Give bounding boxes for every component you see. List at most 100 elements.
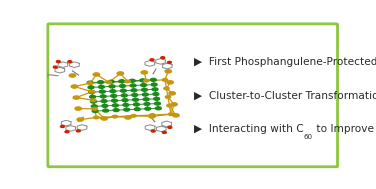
Text: ▶  Cluster-to-Cluster Transformation: ▶ Cluster-to-Cluster Transformation: [194, 91, 376, 100]
Circle shape: [129, 79, 135, 82]
Circle shape: [99, 90, 105, 93]
Circle shape: [150, 114, 155, 116]
Circle shape: [94, 116, 99, 119]
Circle shape: [113, 109, 119, 112]
Circle shape: [100, 95, 106, 98]
Circle shape: [167, 104, 172, 107]
Circle shape: [167, 61, 171, 63]
Circle shape: [151, 83, 157, 86]
Circle shape: [167, 81, 173, 84]
Circle shape: [173, 114, 179, 117]
Circle shape: [53, 66, 57, 68]
Circle shape: [153, 93, 159, 95]
Circle shape: [141, 71, 147, 74]
Circle shape: [111, 94, 117, 97]
Circle shape: [152, 88, 158, 91]
Circle shape: [143, 93, 148, 96]
Circle shape: [161, 57, 165, 59]
Circle shape: [132, 94, 138, 96]
Circle shape: [65, 131, 69, 133]
Circle shape: [61, 125, 64, 128]
Circle shape: [109, 85, 115, 88]
Circle shape: [144, 103, 150, 105]
Circle shape: [131, 89, 137, 92]
Circle shape: [106, 81, 112, 84]
Circle shape: [75, 107, 82, 110]
Circle shape: [73, 96, 80, 99]
Circle shape: [144, 79, 149, 82]
Circle shape: [91, 105, 97, 108]
Circle shape: [98, 81, 103, 84]
Text: ▶  Interacting with C: ▶ Interacting with C: [194, 124, 304, 134]
Circle shape: [71, 85, 77, 88]
Circle shape: [89, 90, 94, 93]
Text: ▶  First Phosphangulene-Protected Cluster: ▶ First Phosphangulene-Protected Cluster: [194, 57, 376, 67]
Circle shape: [92, 110, 98, 112]
Circle shape: [99, 85, 105, 88]
Circle shape: [169, 92, 175, 95]
Circle shape: [117, 72, 124, 75]
Circle shape: [145, 107, 151, 110]
Circle shape: [77, 118, 83, 121]
Circle shape: [90, 95, 96, 98]
Circle shape: [88, 86, 94, 89]
Circle shape: [125, 80, 130, 83]
Circle shape: [103, 109, 109, 112]
Circle shape: [130, 84, 136, 87]
Circle shape: [108, 80, 114, 83]
Circle shape: [140, 79, 146, 82]
Circle shape: [122, 99, 128, 102]
Circle shape: [141, 84, 147, 87]
Circle shape: [121, 94, 127, 97]
Circle shape: [124, 108, 130, 111]
Circle shape: [120, 84, 126, 88]
Circle shape: [68, 61, 72, 63]
Circle shape: [143, 98, 149, 101]
Circle shape: [171, 103, 177, 106]
Circle shape: [112, 115, 118, 118]
Circle shape: [91, 99, 96, 102]
Circle shape: [91, 100, 96, 103]
Circle shape: [141, 88, 147, 91]
Circle shape: [131, 115, 136, 117]
Circle shape: [154, 97, 159, 100]
Circle shape: [162, 79, 168, 81]
Text: to Improve Properties: to Improve Properties: [313, 124, 376, 134]
Circle shape: [112, 99, 117, 102]
Circle shape: [120, 89, 126, 92]
Circle shape: [119, 80, 125, 83]
Circle shape: [151, 130, 155, 132]
Circle shape: [87, 81, 93, 84]
Circle shape: [40, 77, 43, 79]
Circle shape: [125, 116, 131, 119]
Circle shape: [168, 113, 174, 115]
Circle shape: [123, 103, 129, 106]
Circle shape: [101, 117, 107, 120]
Circle shape: [133, 103, 139, 106]
Circle shape: [134, 108, 140, 111]
Circle shape: [102, 104, 108, 107]
FancyBboxPatch shape: [48, 24, 338, 167]
Circle shape: [155, 102, 161, 105]
Circle shape: [56, 61, 60, 63]
Circle shape: [165, 96, 171, 98]
Circle shape: [165, 70, 171, 73]
Text: 60: 60: [304, 134, 313, 140]
Circle shape: [150, 78, 156, 81]
Circle shape: [162, 132, 166, 133]
Circle shape: [150, 59, 154, 61]
Circle shape: [155, 107, 161, 110]
Circle shape: [149, 115, 155, 118]
Circle shape: [92, 108, 97, 110]
Circle shape: [164, 87, 169, 90]
Circle shape: [89, 91, 95, 94]
Circle shape: [76, 130, 80, 132]
Circle shape: [93, 73, 100, 76]
Circle shape: [168, 126, 172, 128]
Circle shape: [69, 74, 76, 77]
Circle shape: [88, 82, 93, 84]
Circle shape: [101, 100, 107, 103]
Circle shape: [133, 98, 138, 101]
Circle shape: [112, 104, 118, 107]
Circle shape: [110, 90, 116, 93]
